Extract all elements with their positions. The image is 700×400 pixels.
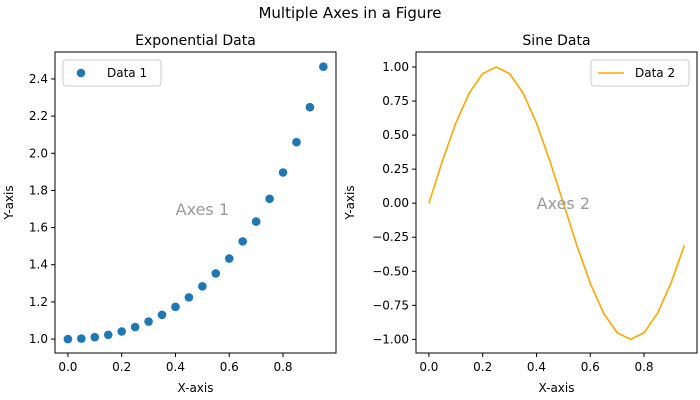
y-tick-label: 1.4 [29, 258, 48, 272]
x-tick-label: 0.8 [273, 360, 292, 374]
legend: Data 2 [590, 59, 690, 87]
data-point [305, 102, 315, 112]
x-tick-label: 0.0 [58, 360, 77, 374]
y-tick-label: 0.00 [382, 196, 409, 210]
y-tick-label: 0.50 [382, 128, 409, 142]
data-point [144, 317, 153, 326]
figure-title: Multiple Axes in a Figure [258, 4, 441, 22]
legend-box [590, 59, 690, 87]
legend-box [62, 59, 162, 87]
data-point [224, 254, 234, 263]
y-axis-label: Y-axis [2, 185, 16, 220]
data-point [265, 194, 274, 204]
axes-title: Exponential Data [135, 33, 256, 49]
data-point [238, 237, 247, 246]
y-tick-label: 1.0 [29, 332, 48, 346]
x-tick-label: 0.4 [166, 360, 185, 374]
data-point [171, 302, 180, 312]
x-tick-label: 0.4 [527, 360, 546, 374]
axes-frame [54, 51, 337, 354]
data-point [198, 281, 207, 291]
y-tick-label: −1.00 [372, 332, 409, 346]
y-tick-label: 0.25 [382, 162, 409, 176]
y-tick-label: −0.25 [372, 230, 409, 244]
axes-frame [415, 51, 698, 354]
legend: Data 1 [62, 59, 162, 87]
data-point [90, 332, 100, 342]
y-tick-label: 2.0 [29, 146, 48, 160]
y-tick-label: 2.2 [29, 109, 48, 123]
axes-2: Sine Data X-axis Y-axis 0.0 0.2 0.4 0.6 0.8 −1.0… [343, 33, 698, 395]
x-tick-label: 0.2 [112, 360, 131, 374]
legend-label: Data 1 [107, 66, 147, 80]
data-point [292, 137, 301, 147]
data-point [103, 330, 113, 340]
y-tick-label: 1.00 [382, 60, 409, 74]
data-point [278, 168, 288, 177]
axes-title: Sine Data [522, 33, 590, 49]
x-tick-label: 0.2 [473, 360, 492, 374]
axes-annotation: Axes 2 [537, 194, 590, 213]
axes-annotation: Axes 1 [176, 200, 229, 219]
legend-label: Data 2 [635, 66, 675, 80]
data-point [211, 269, 221, 278]
x-tick-label: 0.6 [581, 360, 600, 374]
x-tick-label: 0.8 [634, 360, 653, 374]
y-tick-label: 1.8 [29, 183, 48, 197]
y-tick-label: 2.4 [29, 72, 48, 86]
y-axis-label: Y-axis [343, 185, 357, 220]
y-tick-label: 1.6 [29, 221, 48, 235]
x-axis-label: X-axis [539, 381, 575, 395]
data-point [130, 322, 140, 332]
axes-1: Exponential Data X-axis Y-axis 0.0 0.2 0.4 0.6… [2, 33, 337, 395]
y-tick-label: −0.75 [372, 298, 409, 312]
data-point [63, 334, 73, 344]
x-tick-label: 0.6 [220, 360, 239, 374]
x-axis-label: X-axis [178, 381, 214, 395]
data-point [184, 293, 194, 302]
x-tick-label: 0.0 [419, 360, 438, 374]
data-point [117, 327, 126, 336]
data-point [319, 62, 328, 71]
y-tick-label: −0.50 [372, 264, 409, 278]
y-tick-label: 0.75 [382, 94, 409, 108]
legend-marker [76, 68, 86, 78]
data-point [157, 310, 167, 320]
data-point [77, 334, 86, 343]
series-line [428, 66, 686, 341]
data-point [251, 217, 261, 226]
y-tick-label: 1.2 [29, 295, 48, 309]
